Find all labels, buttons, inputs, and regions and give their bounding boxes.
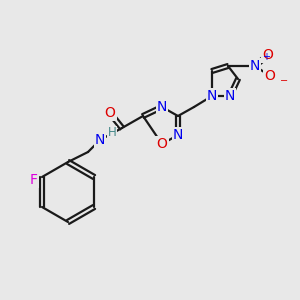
Text: O: O: [265, 69, 275, 83]
Text: N: N: [225, 89, 235, 103]
Text: O: O: [262, 48, 273, 62]
Text: N: N: [250, 59, 260, 73]
Text: −: −: [280, 76, 288, 86]
Text: N: N: [157, 100, 167, 114]
Text: O: O: [157, 137, 167, 151]
Text: N: N: [173, 128, 183, 142]
Text: +: +: [262, 52, 270, 62]
Text: F: F: [30, 173, 38, 187]
Text: H: H: [108, 127, 116, 140]
Text: N: N: [95, 133, 105, 147]
Text: N: N: [207, 89, 217, 103]
Text: O: O: [105, 106, 116, 120]
